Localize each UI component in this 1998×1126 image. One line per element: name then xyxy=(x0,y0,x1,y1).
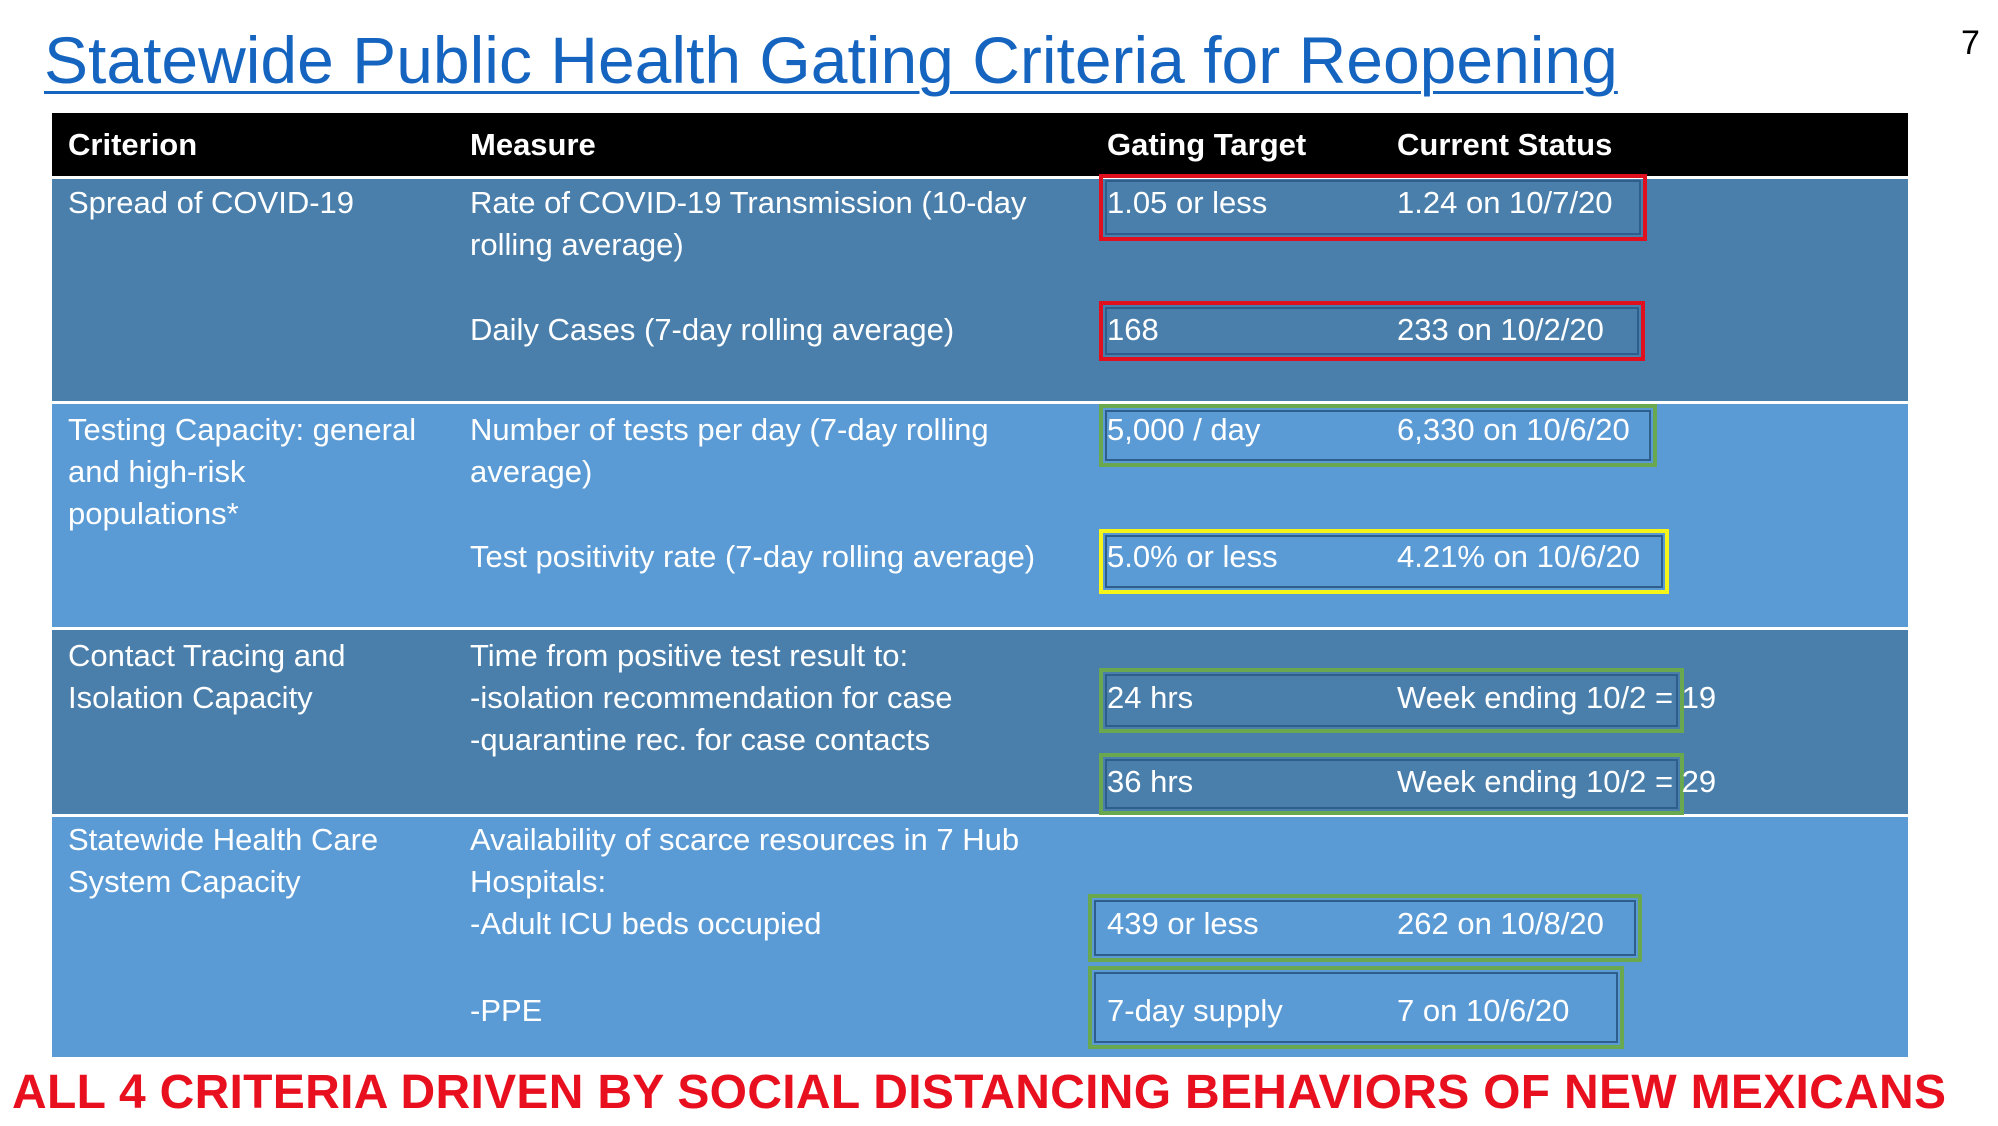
status-quarantine: Week ending 10/2 = 29 xyxy=(1397,764,1717,799)
row-contact-tracing: Contact Tracing and Isolation Capacity T… xyxy=(52,630,1908,815)
row-spread: Spread of COVID-19 Rate of COVID-19 Tran… xyxy=(52,174,1908,401)
measure-positivity: Test positivity rate (7-day rolling aver… xyxy=(470,539,1036,574)
highlight-isolation xyxy=(1099,668,1684,733)
measure-contact-line1: Time from positive test result to: xyxy=(470,638,909,673)
target-ppe: 7-day supply xyxy=(1107,993,1283,1028)
target-tests: 5,000 / day xyxy=(1107,412,1261,447)
criterion-contact-line2: Isolation Capacity xyxy=(68,680,313,715)
criterion-health-line1: Statewide Health Care xyxy=(68,822,379,857)
status-daily-cases: 233 on 10/2/20 xyxy=(1397,312,1604,347)
target-quarantine: 36 hrs xyxy=(1107,764,1194,799)
measure-health-line3: -Adult ICU beds occupied xyxy=(470,906,822,941)
status-tests: 6,330 on 10/6/20 xyxy=(1397,412,1630,447)
measure-transmission-line2: rolling average) xyxy=(470,227,684,262)
header-criterion: Criterion xyxy=(68,127,198,162)
footer-banner: ALL 4 CRITERIA DRIVEN BY SOCIAL DISTANCI… xyxy=(12,1066,1947,1119)
highlight-tests xyxy=(1099,404,1657,467)
page-title: Statewide Public Health Gating Criteria … xyxy=(44,23,1618,97)
criterion-contact-line1: Contact Tracing and xyxy=(68,638,346,673)
status-icu: 262 on 10/8/20 xyxy=(1397,906,1604,941)
table-header: Criterion Measure Gating Target Current … xyxy=(52,113,1908,176)
highlight-transmission xyxy=(1099,174,1647,241)
criterion-spread: Spread of COVID-19 xyxy=(68,185,355,220)
highlight-daily-cases xyxy=(1099,301,1645,361)
highlight-quarantine xyxy=(1099,753,1684,815)
header-current-status: Current Status xyxy=(1397,127,1613,162)
header-measure: Measure xyxy=(470,127,596,162)
header-gating-target: Gating Target xyxy=(1107,127,1307,162)
target-daily-cases: 168 xyxy=(1107,312,1159,347)
criterion-testing-line2: and high-risk xyxy=(68,454,246,489)
measure-tests-line2: average) xyxy=(470,454,593,489)
measure-ppe: -PPE xyxy=(470,993,543,1028)
criterion-testing-line3: populations* xyxy=(68,496,239,531)
measure-health-line1: Availability of scarce resources in 7 Hu… xyxy=(470,822,1020,857)
target-positivity: 5.0% or less xyxy=(1107,539,1278,574)
criterion-testing-line1: Testing Capacity: general xyxy=(68,412,417,447)
status-ppe: 7 on 10/6/20 xyxy=(1397,993,1570,1028)
status-transmission: 1.24 on 10/7/20 xyxy=(1397,185,1613,220)
measure-tests-line1: Number of tests per day (7-day rolling xyxy=(470,412,989,447)
highlight-ppe xyxy=(1088,966,1624,1049)
row-health-care: Statewide Health Care System Capacity Av… xyxy=(52,817,1908,1057)
highlight-icu xyxy=(1088,894,1642,962)
highlight-positivity xyxy=(1099,529,1669,594)
measure-transmission-line1: Rate of COVID-19 Transmission (10-day xyxy=(470,185,1027,220)
target-isolation: 24 hrs xyxy=(1107,680,1194,715)
row-testing: Testing Capacity: general and high-risk … xyxy=(52,404,1908,627)
target-icu: 439 or less xyxy=(1107,906,1259,941)
criterion-health-line2: System Capacity xyxy=(68,864,301,899)
status-isolation: Week ending 10/2 = 19 xyxy=(1397,680,1717,715)
measure-contact-line2: -isolation recommendation for case xyxy=(470,680,953,715)
measure-daily-cases: Daily Cases (7-day rolling average) xyxy=(470,312,955,347)
status-positivity: 4.21% on 10/6/20 xyxy=(1397,539,1641,574)
slide-number: 7 xyxy=(1961,24,1980,62)
target-transmission: 1.05 or less xyxy=(1107,185,1268,220)
measure-health-line2: Hospitals: xyxy=(470,864,607,899)
measure-contact-line3: -quarantine rec. for case contacts xyxy=(470,722,931,757)
